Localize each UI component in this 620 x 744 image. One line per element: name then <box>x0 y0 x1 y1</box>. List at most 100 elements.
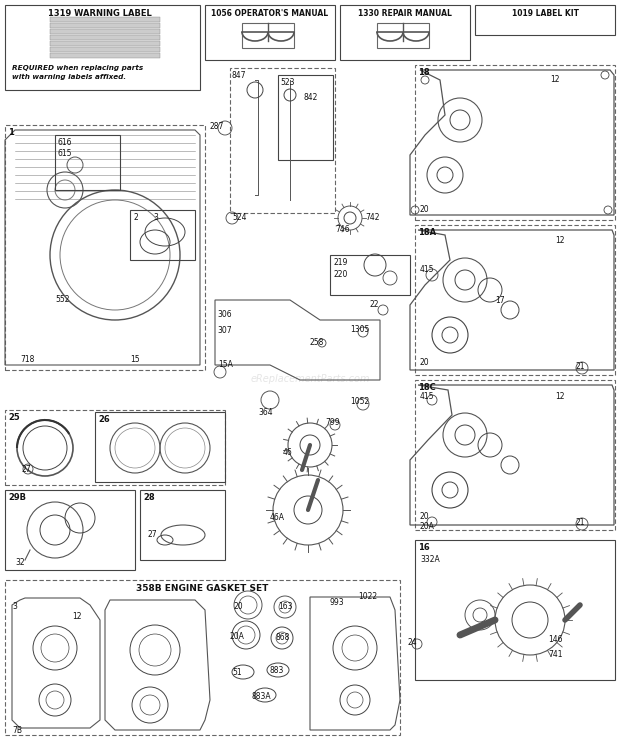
Bar <box>130 210 195 260</box>
Bar <box>50 23 160 28</box>
Bar <box>415 65 615 220</box>
Text: 523: 523 <box>280 78 294 87</box>
Text: 20A: 20A <box>420 522 435 531</box>
Text: 20: 20 <box>233 602 242 611</box>
Text: 616: 616 <box>57 138 71 147</box>
Text: 20A: 20A <box>230 632 245 641</box>
Text: 25: 25 <box>8 413 20 422</box>
Bar <box>415 540 615 680</box>
Text: 20: 20 <box>420 358 430 367</box>
Text: 220: 220 <box>333 270 347 279</box>
Text: 358B ENGINE GASKET SET: 358B ENGINE GASKET SET <box>136 584 268 593</box>
Text: 17: 17 <box>495 296 505 305</box>
Bar <box>50 47 160 52</box>
Text: eReplacementParts.com: eReplacementParts.com <box>250 374 370 385</box>
Bar <box>50 41 160 46</box>
Text: 524: 524 <box>232 213 247 222</box>
Text: 12: 12 <box>555 236 564 245</box>
Text: 32: 32 <box>15 558 25 567</box>
Text: 842: 842 <box>303 93 317 102</box>
Text: 12: 12 <box>555 392 564 401</box>
Text: 552: 552 <box>55 295 69 304</box>
Bar <box>95 412 225 482</box>
Text: 20: 20 <box>420 205 430 214</box>
Bar <box>140 490 225 560</box>
Text: with warning labels affixed.: with warning labels affixed. <box>12 74 126 80</box>
Bar <box>415 380 615 530</box>
Text: 799: 799 <box>325 418 340 427</box>
Text: 364: 364 <box>258 408 273 417</box>
Bar <box>340 5 470 60</box>
Bar <box>415 225 615 375</box>
Text: 22: 22 <box>370 300 379 309</box>
Bar <box>50 35 160 40</box>
Text: 18A: 18A <box>418 228 436 237</box>
Text: 258: 258 <box>310 338 324 347</box>
Text: 415: 415 <box>420 265 435 274</box>
Bar <box>50 35 160 40</box>
Bar <box>5 410 225 485</box>
Bar <box>5 580 400 735</box>
Bar <box>50 53 160 58</box>
Text: 415: 415 <box>420 392 435 401</box>
Bar <box>5 490 135 570</box>
Text: 1319 WARNING LABEL: 1319 WARNING LABEL <box>48 9 152 18</box>
Text: 1056 OPERATOR'S MANUAL: 1056 OPERATOR'S MANUAL <box>211 9 329 18</box>
Text: 3: 3 <box>12 602 17 611</box>
Text: 287: 287 <box>210 122 224 131</box>
Bar <box>205 5 335 60</box>
Text: 2: 2 <box>133 213 138 222</box>
Text: 28: 28 <box>143 493 154 502</box>
Bar <box>50 29 160 34</box>
Bar <box>50 47 160 52</box>
Text: 1330 REPAIR MANUAL: 1330 REPAIR MANUAL <box>358 9 452 18</box>
Text: 18: 18 <box>418 68 430 77</box>
Text: 332A: 332A <box>420 555 440 564</box>
Text: 306: 306 <box>217 310 232 319</box>
Bar <box>55 135 120 190</box>
Bar <box>278 75 333 160</box>
Text: 27: 27 <box>148 530 157 539</box>
Bar <box>377 23 429 48</box>
Text: 51: 51 <box>232 668 242 677</box>
Text: 146: 146 <box>548 635 562 644</box>
Text: 16: 16 <box>418 543 430 552</box>
Bar <box>330 255 410 295</box>
Text: 1052: 1052 <box>350 397 370 406</box>
Text: 883: 883 <box>270 666 285 675</box>
Bar <box>5 5 200 90</box>
Text: 307: 307 <box>217 326 232 335</box>
Text: 21: 21 <box>575 362 585 371</box>
Text: 883A: 883A <box>252 692 272 701</box>
Text: 718: 718 <box>20 355 34 364</box>
Text: 24: 24 <box>408 638 418 647</box>
Text: 15A: 15A <box>218 360 233 369</box>
Text: 15: 15 <box>130 355 140 364</box>
Text: 1022: 1022 <box>358 592 377 601</box>
Text: 741: 741 <box>548 650 562 659</box>
Bar <box>50 53 160 58</box>
Bar <box>50 17 160 22</box>
Bar <box>50 23 160 28</box>
Text: 1305: 1305 <box>350 325 370 334</box>
Text: 46: 46 <box>283 448 293 457</box>
Bar <box>230 68 335 213</box>
Text: 847: 847 <box>232 71 247 80</box>
Text: 163: 163 <box>278 602 293 611</box>
Bar <box>5 125 205 370</box>
Bar <box>50 41 160 46</box>
Text: 3: 3 <box>153 213 158 222</box>
Text: 868: 868 <box>276 633 290 642</box>
Bar <box>475 5 615 35</box>
Bar <box>50 29 160 34</box>
Text: 21: 21 <box>575 518 585 527</box>
Bar <box>242 23 294 48</box>
Text: REQUIRED when replacing parts: REQUIRED when replacing parts <box>12 65 143 71</box>
Text: 46A: 46A <box>270 513 285 522</box>
Text: 993: 993 <box>330 598 345 607</box>
Text: 18C: 18C <box>418 383 436 392</box>
Text: 12: 12 <box>72 612 81 621</box>
Bar <box>50 17 160 22</box>
Text: 27: 27 <box>22 465 32 474</box>
Text: 746: 746 <box>335 225 350 234</box>
